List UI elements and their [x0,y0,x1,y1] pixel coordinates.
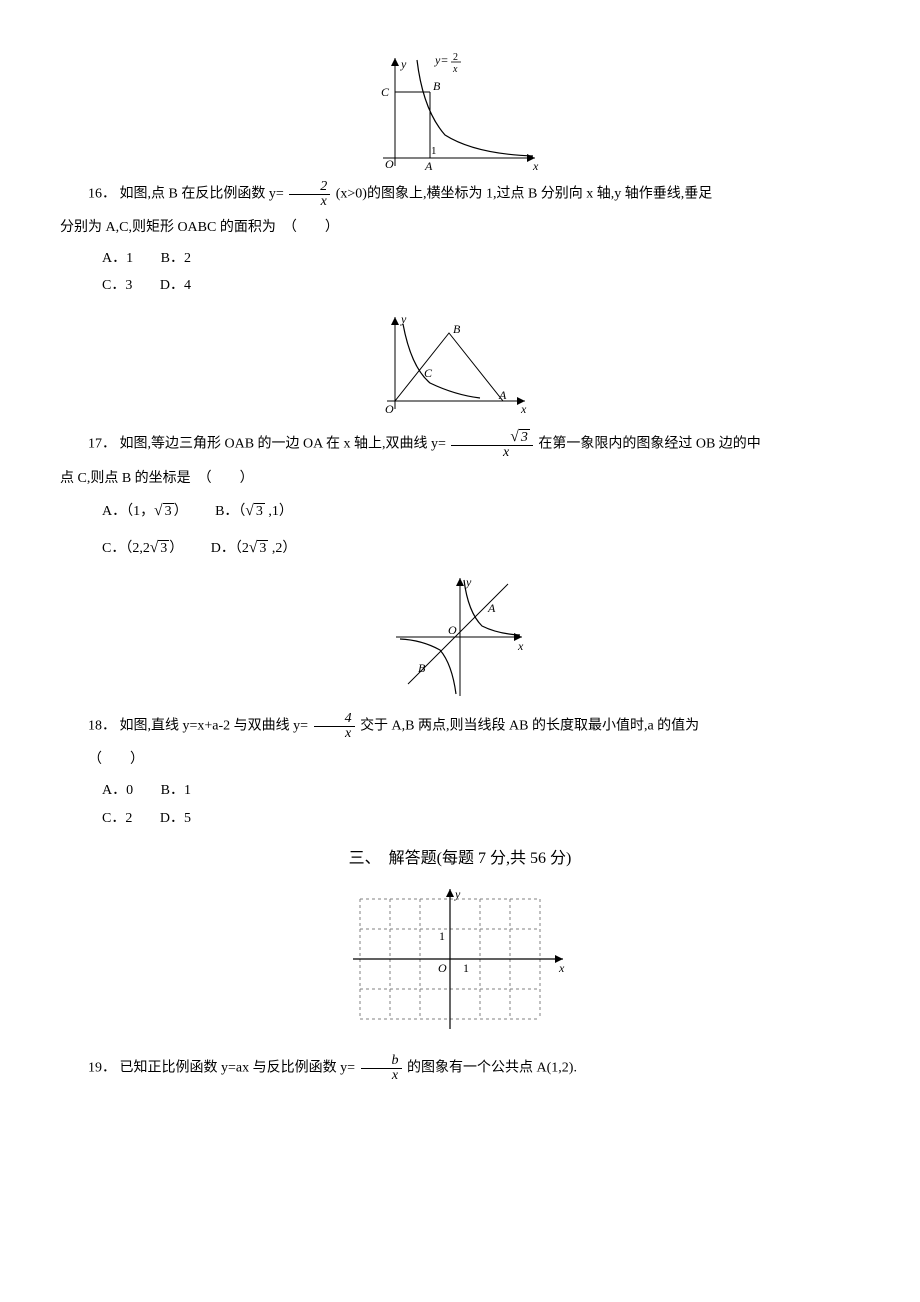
q18-frac-den: x [314,727,355,741]
x-axis-label: x [532,159,539,170]
q18-text-after: 交于 A,B 两点,则当线段 AB 的长度取最小值时,a 的值为 [360,719,699,734]
curve-label: y= [434,53,448,67]
origin-label: O [438,961,447,975]
q17-number: 17． [88,436,116,451]
q19-grid: O y x 1 1 [345,884,575,1044]
x-axis-label: x [517,639,524,653]
q17-line2: 点 C,则点 B 的坐标是 （ ） [60,466,860,491]
q17-options: A．（1，3） B．（3 ,1） C．（2,23） D．（23 ,2） [102,497,860,562]
y-axis-label: y [400,57,407,71]
question-17: 17． 如图,等边三角形 OAB 的一边 OA 在 x 轴上,双曲线 y= 3 … [60,429,860,460]
x-axis-label: x [558,961,565,975]
figure-q19: O y x 1 1 [60,884,860,1044]
figure-q17: O y x A B C [60,309,860,419]
q16-line2: 分别为 A,C,则矩形 OABC 的面积为 （ ） [60,215,860,240]
q16-number: 16． [88,187,116,202]
q18-frac-num: 4 [314,712,355,727]
q18-option-b[interactable]: B．1 [161,778,191,803]
q16-option-a[interactable]: A．1 [102,246,133,271]
y-axis-label: y [400,312,407,326]
q18-option-d[interactable]: D．5 [160,806,191,831]
q18-number: 18． [88,719,116,734]
q16-option-b[interactable]: B．2 [161,246,191,271]
figure-q16: O y x B C A 1 y= 2 x [60,50,860,170]
question-19: 19． 已知正比例函数 y=ax 与反比例函数 y= b x 的图象有一个公共点… [60,1054,860,1083]
y-axis-label: y [465,575,472,589]
q17-frac-den: x [451,446,532,460]
y-axis-label: y [454,887,461,901]
q16-fraction: 2 x [289,180,330,209]
q17-frac-num: 3 [451,429,532,446]
point-b-label: B [418,661,426,675]
q18-diagram: O y x A B [390,572,530,702]
q18-fraction: 4 x [314,712,355,741]
q16-text-before: 如图,点 B 在反比例函数 y= [120,187,284,202]
q17-diagram: O y x A B C [385,309,535,419]
q16-diagram: O y x B C A 1 y= 2 x [375,50,545,170]
point-a-label: A [424,159,433,170]
q18-options: A．0 B．1 C．2 D．5 [102,778,860,830]
q16-option-c[interactable]: C．3 [102,273,132,298]
q17-fraction: 3 x [451,429,532,460]
q16-option-d[interactable]: D．4 [160,273,191,298]
q17-option-d[interactable]: D．（23 ,2） [211,534,297,562]
q16-options: A．1 B．2 C．3 D．4 [102,246,860,298]
point-c-label: C [381,85,390,99]
q16-frac-den: x [289,195,330,209]
q19-text-after: 的图象有一个公共点 A(1,2). [407,1060,577,1075]
section-3-title: 三、 解答题(每题 7 分,共 56 分) [60,845,860,874]
q19-frac-num: b [361,1054,402,1069]
y-tick-1: 1 [439,929,445,943]
q18-option-c[interactable]: C．2 [102,806,132,831]
point-b-label: B [453,322,461,336]
question-18: 18． 如图,直线 y=x+a-2 与双曲线 y= 4 x 交于 A,B 两点,… [60,712,860,741]
point-b-label: B [433,79,441,93]
point-a-label: A [498,388,507,402]
point-c-label: C [424,366,433,380]
curve-label-den: x [452,64,458,75]
q19-text-before: 已知正比例函数 y=ax 与反比例函数 y= [120,1060,356,1075]
q17-option-c[interactable]: C．（2,23） [102,534,183,562]
q18-line2: （ ） [60,747,860,772]
origin-label: O [385,157,394,170]
q16-text-after: (x>0)的图象上,横坐标为 1,过点 B 分别向 x 轴,y 轴作垂线,垂足 [336,187,713,202]
q19-frac-den: x [361,1069,402,1083]
q17-option-b[interactable]: B．（3 ,1） [215,497,293,525]
q19-number: 19． [88,1060,116,1075]
x-axis-label: x [520,402,527,416]
q17-text-after: 在第一象限内的图象经过 OB 边的中 [538,436,760,451]
q16-frac-num: 2 [289,180,330,195]
curve-label-num: 2 [453,52,458,63]
question-16: 16． 如图,点 B 在反比例函数 y= 2 x (x>0)的图象上,横坐标为 … [60,180,860,209]
figure-q18: O y x A B [60,572,860,702]
q17-text-before: 如图,等边三角形 OAB 的一边 OA 在 x 轴上,双曲线 y= [120,436,446,451]
tick-1-label: 1 [431,145,437,157]
q19-fraction: b x [361,1054,402,1083]
x-tick-1: 1 [463,961,469,975]
q17-option-a[interactable]: A．（1，3） [102,497,188,525]
origin-label: O [448,623,457,637]
point-a-label: A [487,601,496,615]
q18-option-a[interactable]: A．0 [102,778,133,803]
q18-text-before: 如图,直线 y=x+a-2 与双曲线 y= [120,719,309,734]
origin-label: O [385,402,394,416]
